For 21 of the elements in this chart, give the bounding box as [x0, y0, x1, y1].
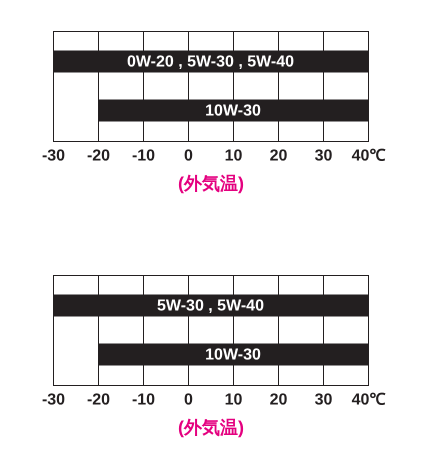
x-tick-label: 30 — [314, 148, 332, 164]
x-tick-label: 10 — [224, 148, 242, 164]
x-tick-label: -30 — [42, 148, 66, 164]
x-tick-label: 30 — [314, 392, 332, 408]
x-axis-title: (外気温) — [178, 418, 244, 438]
x-tick-label: 40℃ — [352, 148, 386, 164]
x-tick-label: 20 — [270, 392, 288, 408]
y-tick-label: 0W-20 , 5W-30 , 5W-40 — [126, 54, 294, 71]
category-label: 10W-30 — [205, 346, 261, 364]
x-tick-label: -30 — [42, 392, 66, 408]
x-tick-label: -10 — [132, 148, 156, 164]
x-tick-label: 40℃ — [352, 392, 386, 408]
x-tick-label: 10 — [224, 392, 242, 408]
x-axis-title: (外気温) — [178, 174, 244, 194]
x-tick-label: 0 — [184, 392, 194, 408]
category-label: 5W-30 , 5W-40 — [157, 298, 264, 315]
x-tick-label: 0 — [184, 148, 194, 164]
x-tick-label: -20 — [86, 392, 110, 408]
x-tick-label: -10 — [132, 392, 156, 408]
x-tick-label: -20 — [86, 148, 110, 164]
x-tick-label: 20 — [270, 148, 288, 164]
